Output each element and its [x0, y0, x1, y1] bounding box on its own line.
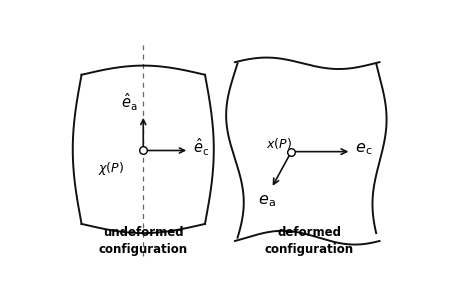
Text: $\hat{\it{e}}_\mathrm{a}$: $\hat{\it{e}}_\mathrm{a}$ [121, 91, 137, 113]
Text: ${\it{x}}(P)$: ${\it{x}}(P)$ [266, 136, 292, 150]
Text: $\hat{\it{e}}_\mathrm{c}$: $\hat{\it{e}}_\mathrm{c}$ [192, 136, 209, 158]
Text: $\chi(P)$: $\chi(P)$ [98, 160, 125, 177]
Text: deformed
configuration: deformed configuration [264, 226, 354, 256]
Text: undeformed
configuration: undeformed configuration [99, 226, 188, 256]
Text: ${\it{e}}_\mathrm{c}$: ${\it{e}}_\mathrm{c}$ [355, 141, 372, 156]
Text: ${\it{e}}_\mathrm{a}$: ${\it{e}}_\mathrm{a}$ [258, 193, 276, 209]
